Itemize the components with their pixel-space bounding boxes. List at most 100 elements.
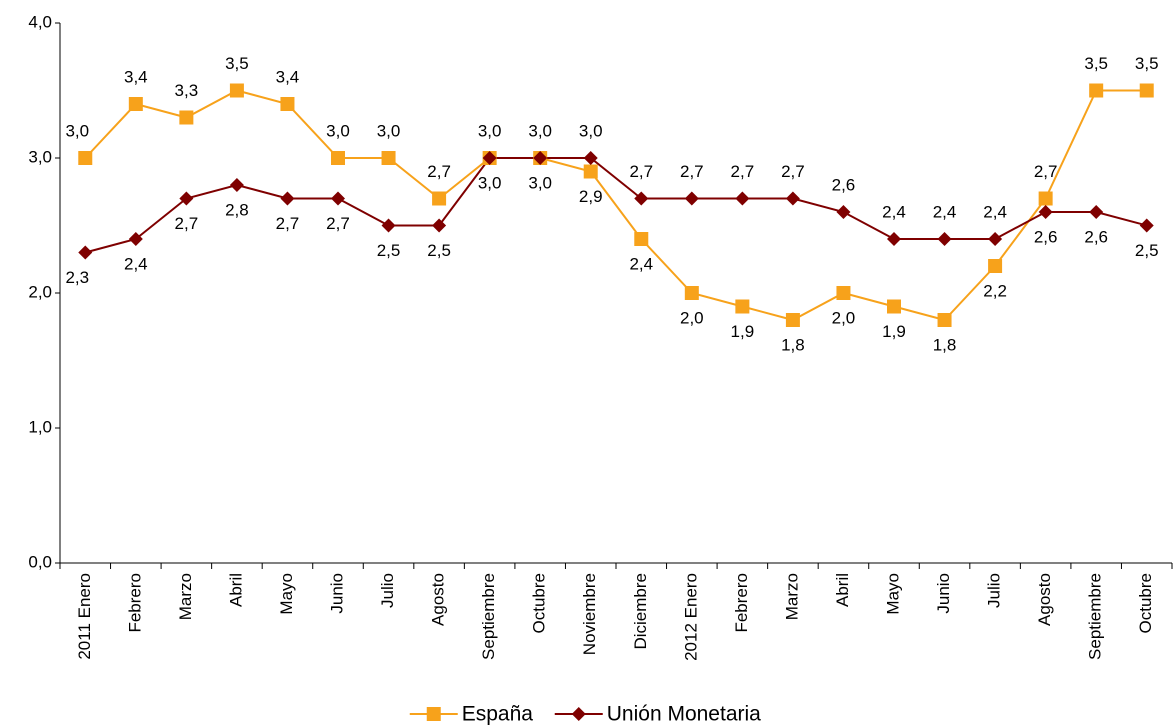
data-label: 2,7 bbox=[276, 214, 300, 233]
data-label: 2,5 bbox=[377, 241, 401, 260]
data-point bbox=[280, 97, 295, 111]
data-point bbox=[634, 232, 649, 246]
x-tick-label: Septiembre bbox=[479, 573, 498, 660]
legend-label: Unión Monetaria bbox=[607, 703, 761, 726]
data-point bbox=[988, 259, 1003, 273]
data-point bbox=[836, 205, 851, 219]
data-point bbox=[684, 286, 699, 300]
data-label: 2,7 bbox=[680, 162, 704, 181]
x-tick-label: Diciembre bbox=[631, 573, 650, 650]
data-label: 2,7 bbox=[175, 214, 199, 233]
x-tick-label: Octubre bbox=[1136, 573, 1155, 633]
legend-marker bbox=[571, 707, 586, 721]
data-point bbox=[836, 286, 851, 300]
legend-marker bbox=[426, 707, 441, 721]
data-point bbox=[179, 110, 194, 125]
data-label: 2,7 bbox=[781, 162, 805, 181]
data-point bbox=[1038, 191, 1053, 206]
x-tick-label: Abril bbox=[833, 573, 852, 607]
x-tick-label: Abril bbox=[226, 573, 245, 607]
data-label: 3,0 bbox=[579, 121, 603, 140]
data-point bbox=[280, 191, 295, 206]
y-tick-label: 1,0 bbox=[28, 417, 52, 436]
data-label: 3,5 bbox=[1135, 54, 1159, 73]
data-point bbox=[785, 313, 800, 327]
data-label: 2,3 bbox=[65, 268, 89, 287]
data-label: 2,7 bbox=[427, 162, 451, 181]
data-label: 2,7 bbox=[731, 162, 755, 181]
data-label: 3,0 bbox=[478, 121, 502, 140]
data-label: 2,5 bbox=[427, 241, 451, 260]
data-label: 3,5 bbox=[1084, 54, 1108, 73]
data-point bbox=[179, 191, 194, 206]
x-tick-label: Agosto bbox=[429, 573, 448, 626]
data-point bbox=[78, 151, 93, 165]
data-point bbox=[78, 245, 93, 260]
data-point bbox=[634, 191, 649, 206]
x-tick-label: Julio bbox=[985, 573, 1004, 608]
series-line bbox=[84, 89, 1147, 322]
data-label: 3,0 bbox=[528, 173, 552, 192]
data-label: 2,7 bbox=[326, 214, 350, 233]
data-label: 2,4 bbox=[983, 202, 1007, 221]
x-tick-label: Octubre bbox=[530, 573, 549, 633]
data-point bbox=[229, 178, 244, 192]
data-point bbox=[937, 313, 952, 327]
series-line bbox=[85, 157, 1147, 254]
data-label: 3,0 bbox=[377, 121, 401, 140]
data-label: 2,4 bbox=[882, 202, 906, 221]
data-label: 2,4 bbox=[124, 254, 148, 273]
data-point bbox=[684, 191, 699, 206]
data-label: 3,0 bbox=[326, 121, 350, 140]
legend: España Unión Monetaria bbox=[409, 703, 761, 726]
y-tick-label: 0,0 bbox=[28, 552, 52, 571]
data-point bbox=[735, 299, 750, 314]
data-label: 2,6 bbox=[1034, 227, 1058, 246]
data-label: 2,4 bbox=[933, 202, 957, 221]
y-tick-label: 2,0 bbox=[28, 282, 52, 301]
data-point bbox=[432, 191, 447, 206]
data-point bbox=[583, 164, 598, 179]
data-label: 2,6 bbox=[832, 175, 856, 194]
data-point bbox=[128, 97, 143, 111]
data-point bbox=[432, 218, 447, 233]
data-point bbox=[331, 191, 345, 206]
data-label: 3,4 bbox=[124, 67, 148, 86]
data-point bbox=[887, 232, 901, 246]
data-label: 1,8 bbox=[781, 335, 805, 354]
x-tick-label: 2012 Enero bbox=[681, 573, 700, 661]
data-label: 1,9 bbox=[882, 322, 906, 341]
data-point bbox=[937, 232, 952, 246]
x-tick-label: Mayo bbox=[883, 573, 902, 615]
data-label: 3,5 bbox=[225, 54, 249, 73]
data-label: 3,0 bbox=[528, 121, 552, 140]
data-label: 2,2 bbox=[983, 281, 1007, 300]
data-point bbox=[1089, 83, 1104, 98]
x-tick-label: Mayo bbox=[277, 573, 296, 615]
data-point bbox=[381, 151, 396, 165]
data-point bbox=[887, 299, 901, 314]
data-point bbox=[482, 151, 497, 165]
data-label: 2,9 bbox=[579, 187, 603, 206]
data-point bbox=[331, 151, 345, 165]
x-tick-label: Septiembre bbox=[1086, 573, 1105, 660]
data-label: 2,6 bbox=[1084, 227, 1108, 246]
data-label: 2,8 bbox=[225, 200, 249, 219]
data-point bbox=[1139, 83, 1154, 98]
data-point bbox=[735, 191, 750, 206]
data-point bbox=[583, 151, 598, 165]
x-tick-label: 2011 Enero bbox=[75, 573, 94, 660]
x-tick-label: Febrero bbox=[732, 573, 751, 633]
data-point bbox=[988, 232, 1003, 246]
data-label: 2,7 bbox=[629, 162, 653, 181]
data-point bbox=[785, 191, 800, 206]
data-label: 2,4 bbox=[629, 254, 653, 273]
x-tick-label: Marzo bbox=[782, 573, 801, 620]
x-tick-label: Marzo bbox=[176, 573, 195, 620]
legend-label: España bbox=[462, 703, 534, 726]
y-tick-label: 3,0 bbox=[28, 147, 52, 166]
y-tick-label: 4,0 bbox=[28, 12, 52, 31]
x-tick-label: Junio bbox=[327, 573, 346, 614]
x-tick-label: Febrero bbox=[125, 573, 144, 633]
